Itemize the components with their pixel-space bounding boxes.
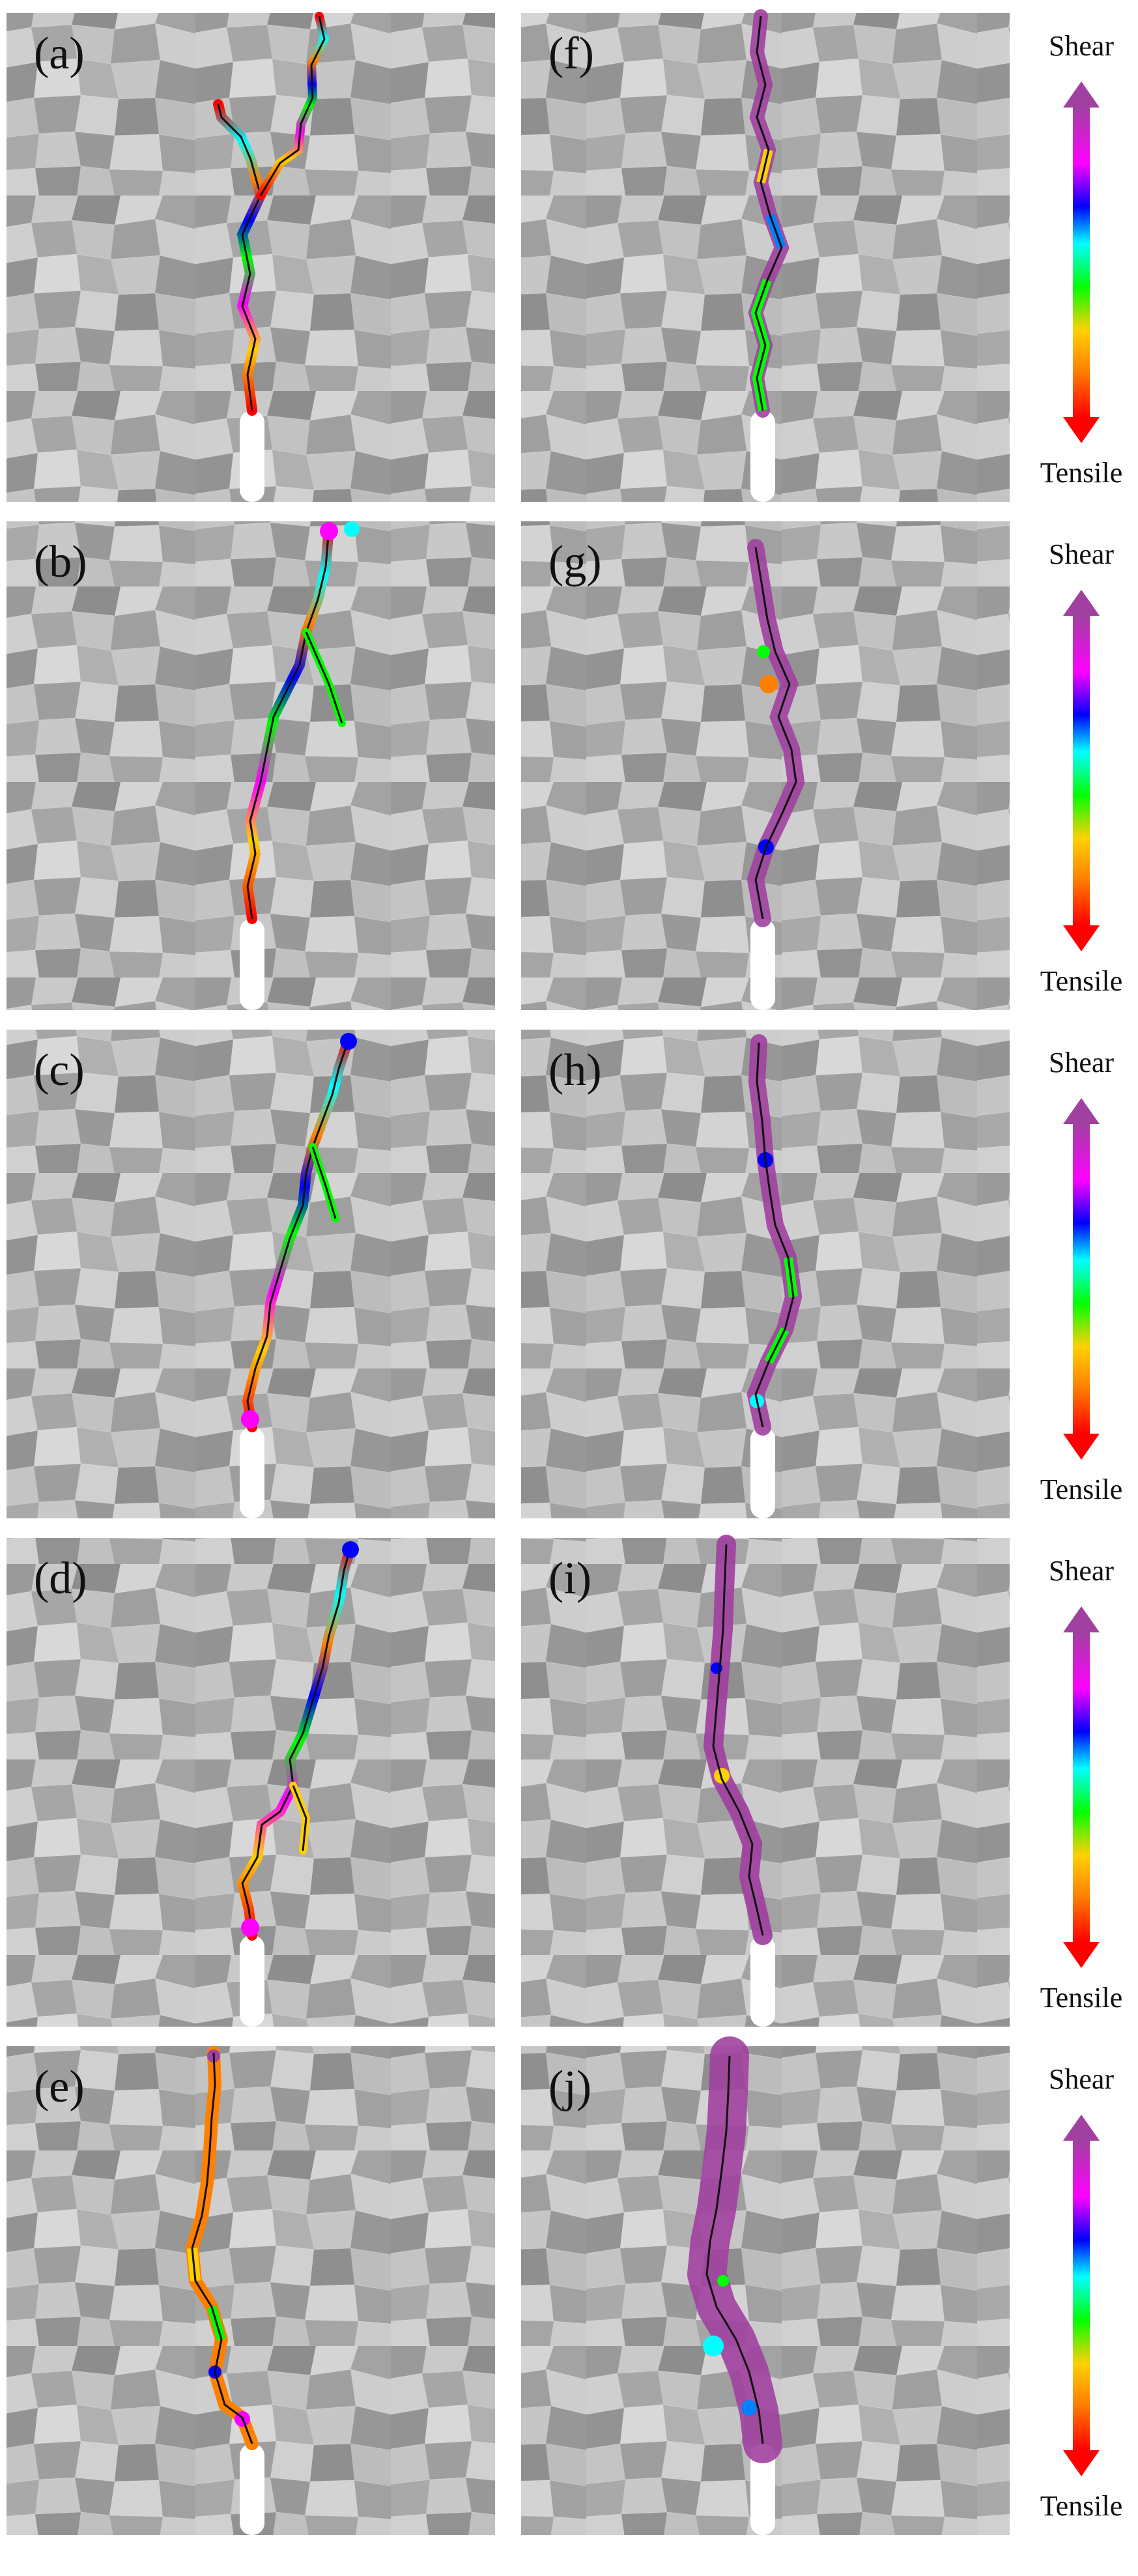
panel-a: (a) — [7, 12, 495, 502]
panel-g: (g) — [521, 521, 1010, 1010]
panel-i: (i) — [521, 1535, 1010, 2027]
colorbar-gradient — [1073, 1124, 1090, 1434]
panel-label-i: (i) — [548, 1554, 591, 1604]
panel-b: (b) — [7, 521, 495, 1010]
panel-label-j: (j) — [548, 2062, 591, 2112]
colorbar-top-label: Shear — [1049, 1047, 1115, 1078]
panel-j: (j) — [521, 2036, 1010, 2535]
colorbar-3: Shear Tensile — [1040, 1047, 1122, 1505]
colorbar-top-label: Shear — [1049, 30, 1115, 62]
colorbar-top-label: Shear — [1049, 2063, 1115, 2095]
arrow-down-icon — [1063, 2450, 1100, 2476]
row-2: (b) (g) Shear Tensile — [7, 521, 1122, 1010]
colorbar-bottom-label: Tensile — [1040, 1982, 1122, 2014]
panel-h: (h) — [521, 1030, 1010, 1518]
panel-label-h: (h) — [548, 1045, 602, 1095]
colorbar-top-label: Shear — [1049, 538, 1115, 570]
arrow-up-icon — [1063, 1098, 1100, 1124]
colorbar-gradient — [1073, 2141, 1090, 2450]
panel-label-e: (e) — [34, 2062, 85, 2112]
panel-label-a: (a) — [34, 29, 85, 79]
colorbar-bottom-label: Tensile — [1040, 2490, 1122, 2522]
arrow-up-icon — [1063, 1606, 1100, 1632]
arrow-down-icon — [1063, 925, 1100, 951]
panel-label-g: (g) — [548, 537, 602, 587]
colorbar-gradient — [1073, 616, 1090, 925]
row-5: (e) (j) Shear Tensile — [7, 2036, 1122, 2535]
row-3: (c) (h) Shear Tensile — [7, 1030, 1122, 1518]
colorbar-2: Shear Tensile — [1040, 538, 1122, 997]
arrow-down-icon — [1063, 1942, 1100, 1968]
panel-e: (e) — [7, 2046, 495, 2535]
colorbar-bottom-label: Tensile — [1040, 1473, 1122, 1505]
arrow-down-icon — [1063, 417, 1100, 443]
row-4: (d) (i) Shear Tensile — [7, 1535, 1122, 2027]
arrow-up-icon — [1063, 590, 1100, 616]
arrow-down-icon — [1063, 1434, 1100, 1460]
panel-label-b: (b) — [34, 537, 87, 587]
colorbar-gradient — [1073, 1632, 1090, 1942]
colorbar-bottom-label: Tensile — [1040, 965, 1122, 997]
colorbar-gradient — [1073, 108, 1090, 417]
panel-f: (f) — [521, 9, 1010, 502]
arrow-up-icon — [1063, 81, 1100, 108]
colorbar-1: Shear Tensile — [1040, 30, 1122, 489]
panel-label-f: (f) — [548, 29, 594, 79]
panel-label-d: (d) — [34, 1554, 87, 1604]
colorbar-5: Shear Tensile — [1040, 2063, 1122, 2522]
colorbar-top-label: Shear — [1049, 1555, 1115, 1587]
row-1: (a) (f) Shear Tensile — [7, 9, 1122, 502]
colorbar-bottom-label: Tensile — [1040, 457, 1122, 489]
colorbar-4: Shear Tensile — [1040, 1555, 1122, 2014]
arrow-up-icon — [1063, 2115, 1100, 2141]
panel-c: (c) — [7, 1030, 495, 1518]
panel-label-c: (c) — [34, 1045, 85, 1095]
panel-d: (d) — [7, 1538, 495, 2027]
